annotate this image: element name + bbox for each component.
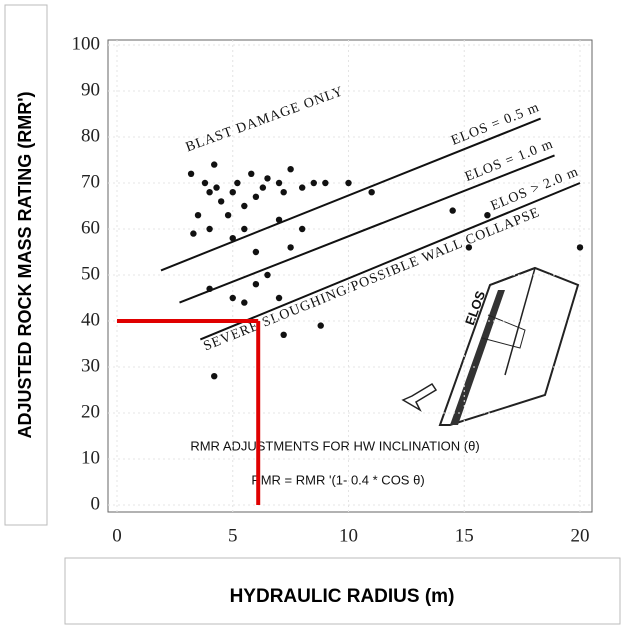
y-tick-label: 0 xyxy=(91,493,101,514)
point xyxy=(206,285,213,292)
point xyxy=(213,184,220,191)
point xyxy=(211,373,218,380)
point xyxy=(264,175,271,182)
x-tick-label: 10 xyxy=(339,525,358,546)
point xyxy=(576,244,584,251)
point xyxy=(229,294,236,302)
y-tick-label: 70 xyxy=(81,171,100,192)
point xyxy=(206,189,213,196)
point xyxy=(322,179,329,187)
point xyxy=(317,322,324,329)
y-label-box xyxy=(4,4,48,526)
point xyxy=(201,179,209,187)
y-tick-label: 90 xyxy=(81,79,100,100)
x-tick-label: 0 xyxy=(112,525,122,546)
point xyxy=(229,235,236,242)
x-axis-label: HYDRAULIC RADIUS (m) xyxy=(230,586,455,607)
point xyxy=(211,161,218,168)
point xyxy=(194,212,202,219)
y-tick-label: 30 xyxy=(81,355,100,376)
point xyxy=(252,248,260,256)
point xyxy=(465,244,473,251)
y-tick-label: 40 xyxy=(81,309,100,330)
y-tick-label: 50 xyxy=(81,263,100,284)
y-tick-label: 80 xyxy=(81,125,100,146)
elos-line xyxy=(179,154,555,304)
elos-line xyxy=(199,182,581,341)
point xyxy=(275,294,283,302)
point xyxy=(264,271,271,279)
point xyxy=(252,281,260,288)
plot-frame xyxy=(107,39,593,513)
point xyxy=(241,225,248,233)
point xyxy=(234,179,241,187)
y-tick-label: 100 xyxy=(72,33,101,54)
point xyxy=(280,331,287,338)
y-tick-label: 10 xyxy=(81,447,100,468)
point xyxy=(299,184,306,191)
x-tick-label: 5 xyxy=(228,525,238,546)
inset-line xyxy=(489,267,536,286)
point xyxy=(206,225,213,233)
point xyxy=(229,189,236,196)
point xyxy=(280,189,287,196)
point xyxy=(275,179,283,187)
y-axis-label: ADJUSTED ROCK MASS RATING (RMR') xyxy=(15,92,35,439)
point xyxy=(287,166,294,173)
point xyxy=(345,179,352,187)
annotation: BLAST DAMAGE ONLY xyxy=(184,84,346,155)
point xyxy=(187,170,195,177)
inset-arrow xyxy=(401,382,438,412)
x-tick-label: 20 xyxy=(571,525,590,546)
point xyxy=(299,225,306,233)
annotation: RMR ADJUSTMENTS FOR HW INCLINATION (θ) xyxy=(190,438,479,453)
point xyxy=(449,207,456,214)
annotation: RMR = RMR '(1- 0.4 * COS θ) xyxy=(251,472,424,487)
inset-slab xyxy=(481,314,526,349)
y-tick-label: 60 xyxy=(81,217,100,238)
point xyxy=(241,299,248,306)
point xyxy=(310,179,317,187)
x-label-box xyxy=(64,557,621,625)
point xyxy=(275,216,283,223)
point xyxy=(241,202,248,210)
point xyxy=(190,230,197,237)
x-tick-label: 15 xyxy=(455,525,474,546)
y-tick-label: 20 xyxy=(81,401,100,422)
elos-line xyxy=(160,117,542,272)
point xyxy=(484,212,491,219)
point xyxy=(224,212,232,219)
point xyxy=(217,198,225,205)
point xyxy=(287,244,294,251)
point xyxy=(252,193,260,200)
point xyxy=(368,189,375,196)
point xyxy=(248,170,255,177)
point xyxy=(259,184,267,191)
inset-diagram: ELOS xyxy=(401,266,580,426)
